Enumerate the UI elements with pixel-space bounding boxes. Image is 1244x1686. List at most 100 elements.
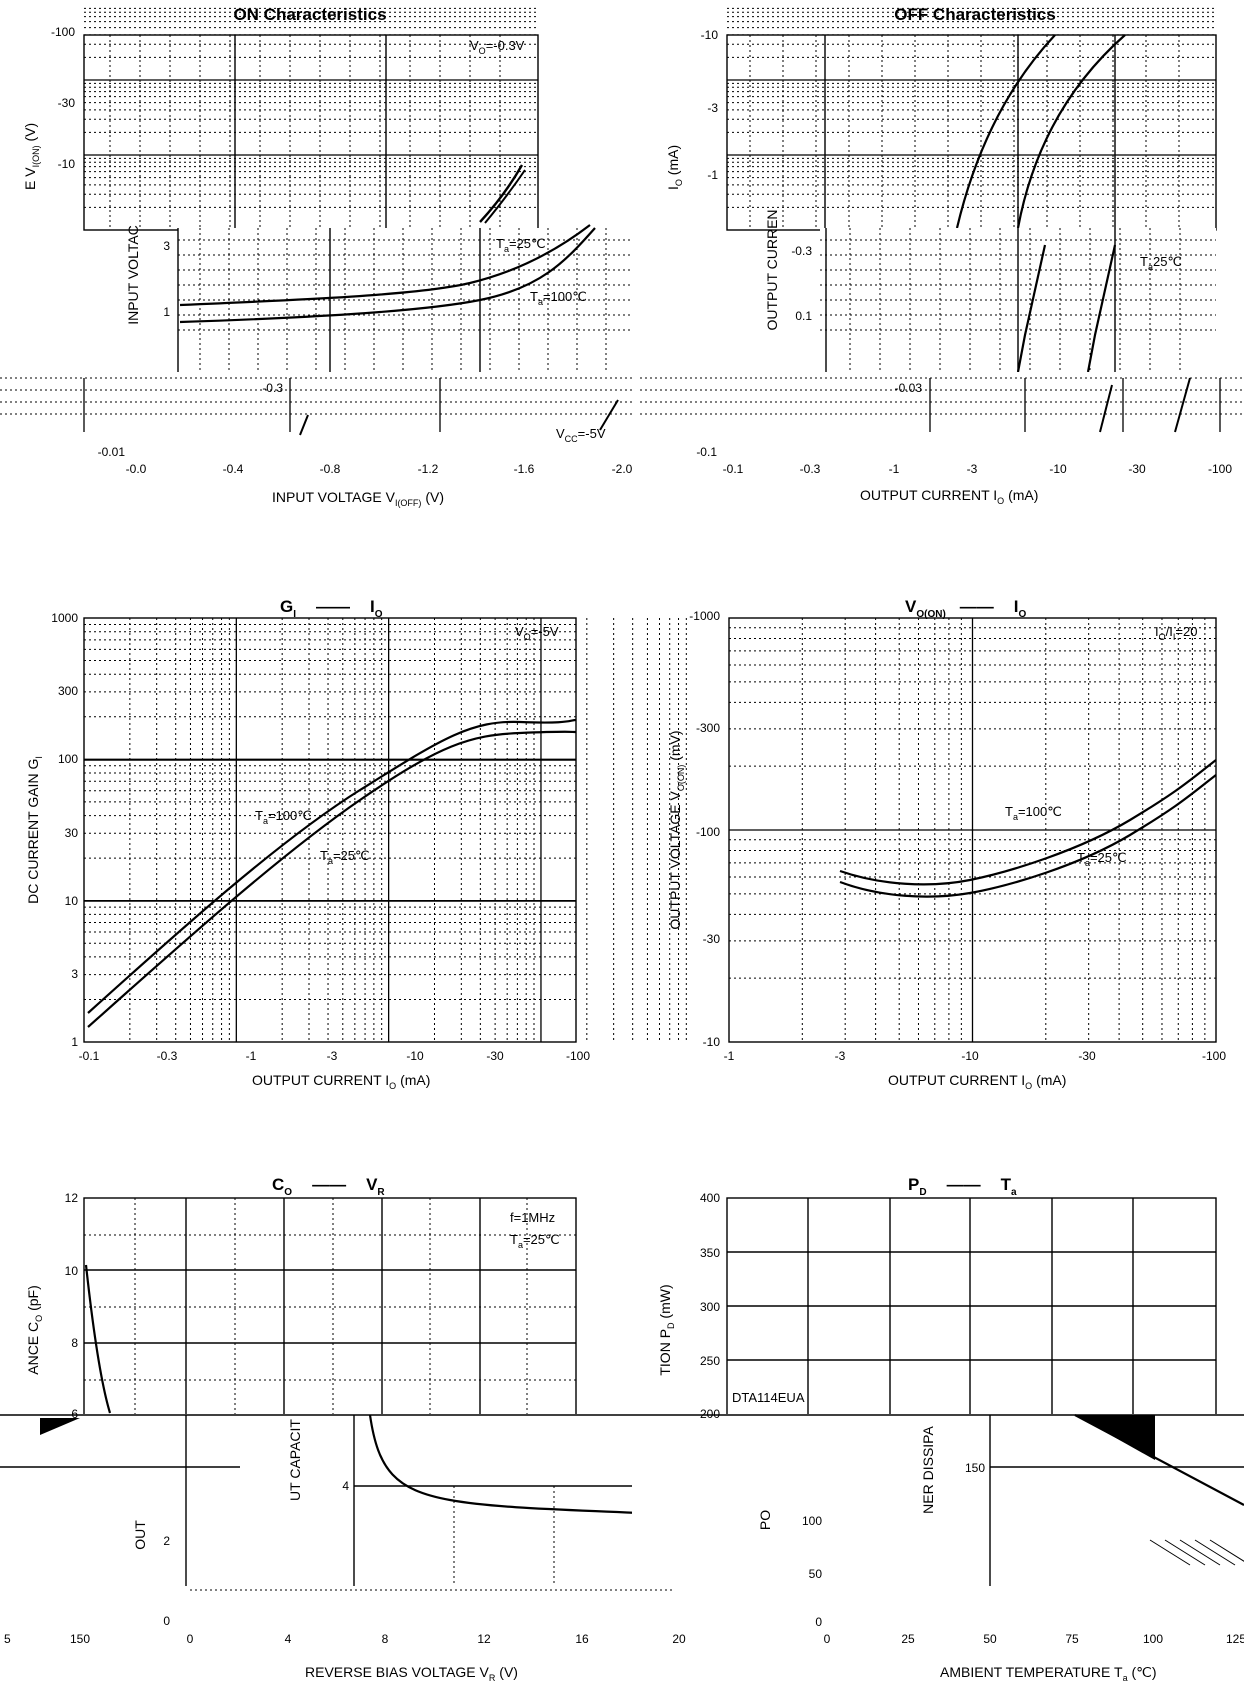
vout-t100-label-value: =100℃ bbox=[1018, 804, 1062, 819]
power-xlabel-pre: AMBIENT TEMPERATURE bbox=[940, 1664, 1114, 1680]
power-ytick: 250 bbox=[700, 1354, 720, 1368]
gain-title-b: I bbox=[370, 597, 375, 616]
power-xlabel-sub: a bbox=[1123, 1673, 1128, 1683]
gain-t100-label-main: T bbox=[255, 808, 263, 823]
gain-ytick: 3 bbox=[71, 967, 78, 981]
off-curve-100-band bbox=[1086, 244, 1117, 373]
power-xtick: 25 bbox=[901, 1632, 915, 1646]
vout-t25-label-sub: a bbox=[1085, 858, 1090, 868]
off-xlabel-sym: I bbox=[993, 487, 997, 503]
vout-xlabel: OUTPUT CURRENT IO (mA) bbox=[888, 1072, 1066, 1091]
on-xtick: -0.4 bbox=[223, 462, 244, 476]
vout-title-a-sub: O(ON) bbox=[916, 609, 945, 620]
on-ytick: 3 bbox=[163, 239, 170, 253]
vout-ytick: -300 bbox=[696, 721, 720, 735]
vout-ytick: -1000 bbox=[689, 609, 720, 623]
gain-vo-label-value: =-5V bbox=[531, 624, 559, 639]
on-vo-label-value: =-0.3V bbox=[486, 38, 525, 53]
gain-title: GI —— IO bbox=[280, 597, 383, 620]
on-t25-label-main: T bbox=[496, 236, 504, 251]
cap-t-label-sub: a bbox=[518, 1240, 523, 1250]
vout-t100-label-sub: a bbox=[1013, 812, 1018, 822]
vout-ylabel-sym: V bbox=[667, 790, 683, 800]
on-xtick: -0.0 bbox=[126, 462, 147, 476]
power-ytick: 100 bbox=[802, 1514, 822, 1528]
on-curve-100 bbox=[179, 227, 596, 324]
on-vcc-label-value: =-5V bbox=[578, 426, 606, 441]
on-ylabel-unit: (V) bbox=[22, 123, 38, 146]
vout-xlabel-sym: I bbox=[1021, 1072, 1025, 1088]
gain-t25-label-sub: a bbox=[328, 856, 333, 866]
gain-title-a: G bbox=[280, 597, 293, 616]
power-xtick: 100 bbox=[1143, 1632, 1163, 1646]
cap-ylabel-lower: UT CAPACIT bbox=[287, 1419, 303, 1501]
on-xlabel-pre: INPUT VOLTAGE bbox=[272, 489, 386, 505]
power-ylabel-part: D bbox=[666, 1322, 676, 1329]
cap-ylabel-part: C bbox=[25, 1322, 41, 1332]
power-ytick: 200 bbox=[700, 1407, 720, 1421]
on-xtick: -2.0 bbox=[612, 462, 633, 476]
power-ylabel: TION PD (mW) bbox=[657, 1284, 676, 1375]
off-ytick: 0.1 bbox=[795, 309, 812, 323]
cap-ylabel-part: O bbox=[34, 1315, 44, 1322]
vout-ratio-part: I bbox=[1173, 632, 1176, 642]
power-ylabel-part: TION bbox=[657, 1338, 673, 1375]
off-xtick: -100 bbox=[1208, 462, 1232, 476]
off-xlabel-pre: OUTPUT CURRENT bbox=[860, 487, 993, 503]
off-ylabel-text: IO (mA) bbox=[665, 145, 684, 190]
gain-xtick: -100 bbox=[566, 1049, 590, 1063]
off-ylabel-lower: OUTPUT CURREN bbox=[764, 209, 780, 330]
power-ylabel-lower2: PO bbox=[757, 1510, 773, 1530]
on-curve-frag bbox=[599, 399, 619, 431]
on-ylabel-e: E bbox=[22, 177, 38, 190]
on-xtick: -1.2 bbox=[418, 462, 439, 476]
power-ytick: 150 bbox=[965, 1461, 985, 1475]
off-ytick: -0.3 bbox=[791, 244, 812, 258]
off-ytick: -1 bbox=[707, 168, 718, 182]
cap-t-label: Ta=25℃ bbox=[510, 1232, 560, 1250]
on-xtick: -0.8 bbox=[320, 462, 341, 476]
vout-t100-label-main: T bbox=[1005, 804, 1013, 819]
on-t100-label-value: =100℃ bbox=[543, 289, 587, 304]
power-band-frag bbox=[1149, 1539, 1191, 1566]
off-ytick: -10 bbox=[701, 28, 719, 42]
on-ytick: -10 bbox=[58, 157, 76, 171]
power-xtick: 50 bbox=[983, 1632, 997, 1646]
vout-xtick: -3 bbox=[835, 1049, 846, 1063]
vout-ratio-part: I bbox=[1155, 624, 1159, 639]
gain-title-b-sub: O bbox=[375, 609, 383, 620]
off-t25-label-value: 25℃ bbox=[1153, 254, 1182, 269]
gain-xlabel-pre: OUTPUT CURRENT bbox=[252, 1072, 385, 1088]
gain-ylabel: DC CURRENT GAIN GI bbox=[25, 756, 44, 904]
vout-xlabel-sub: O bbox=[1025, 1081, 1032, 1091]
on-t25-label-value: =25℃ bbox=[509, 236, 546, 251]
vout-ylabel-sub: O(ON) bbox=[676, 765, 686, 792]
cap-title-b-sub: R bbox=[377, 1187, 385, 1198]
gain-xlabel-sub: O bbox=[389, 1081, 396, 1091]
on-t25-label: Ta=25℃ bbox=[496, 236, 546, 254]
off-curve-100 bbox=[1016, 34, 1126, 229]
cap-ytick: 12 bbox=[65, 1191, 79, 1205]
power-band-frag bbox=[1209, 1539, 1244, 1562]
on-xlabel-unit: (V) bbox=[421, 489, 444, 505]
vout-xtick: -10 bbox=[961, 1049, 979, 1063]
on-t25-label-sub: a bbox=[504, 244, 509, 254]
cap-t-label-value: =25℃ bbox=[523, 1232, 560, 1247]
cap-ytick: 10 bbox=[65, 1264, 79, 1278]
vout-t25-label-value: =25℃ bbox=[1090, 850, 1127, 865]
power-xlabel-sym: T bbox=[1114, 1664, 1123, 1680]
off-t25-label-sub: a bbox=[1148, 262, 1153, 272]
cap-ytick: 4 bbox=[342, 1479, 349, 1493]
power-xtick: 125 bbox=[1226, 1632, 1244, 1646]
gain-title-dash: —— bbox=[316, 597, 350, 616]
power-ylabel-lower: NER DISSIPA bbox=[920, 1426, 936, 1514]
on-ytick: 1 bbox=[163, 305, 170, 319]
power-ylabel-lower2-text: PO bbox=[757, 1510, 773, 1530]
vout-xlabel-pre: OUTPUT CURRENT bbox=[888, 1072, 1021, 1088]
off-band2-bg bbox=[632, 372, 1244, 432]
cap-ylabel-part: ANCE bbox=[25, 1332, 41, 1375]
cap-f-label: f=1MHz bbox=[510, 1210, 555, 1225]
power-xtick: 0 bbox=[824, 1632, 831, 1646]
off-t25-label: Ta25℃ bbox=[1140, 254, 1182, 272]
